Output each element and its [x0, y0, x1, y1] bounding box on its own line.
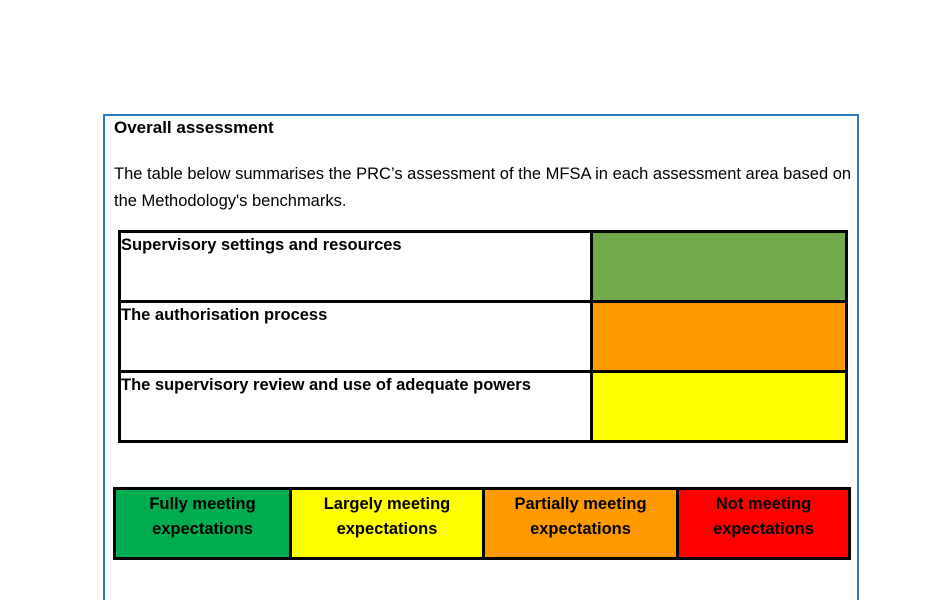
- rating-legend: Fully meeting expectations Largely meeti…: [113, 487, 851, 560]
- table-row: The supervisory review and use of adequa…: [118, 370, 848, 443]
- overall-assessment-section: Overall assessment The table below summa…: [103, 114, 859, 600]
- legend-item: Largely meeting expectations: [289, 487, 485, 560]
- rating-cell: [590, 370, 848, 443]
- table-row: The authorisation process: [118, 300, 848, 373]
- assessment-area-label: Supervisory settings and resources: [118, 230, 593, 303]
- rating-cell: [590, 230, 848, 303]
- legend-item: Not meeting expectations: [676, 487, 851, 560]
- intro-paragraph: The table below summarises the PRC’s ass…: [114, 165, 852, 210]
- rating-cell: [590, 300, 848, 373]
- legend-row: Fully meeting expectations Largely meeti…: [113, 487, 851, 560]
- legend-item: Fully meeting expectations: [113, 487, 292, 560]
- assessment-area-label: The authorisation process: [118, 300, 593, 373]
- legend-item: Partially meeting expectations: [482, 487, 679, 560]
- table-row: Supervisory settings and resources: [118, 230, 848, 303]
- assessment-area-label: The supervisory review and use of adequa…: [118, 370, 593, 443]
- assessment-table: Supervisory settings and resources The a…: [118, 230, 848, 443]
- section-title: Overall assessment: [114, 118, 274, 137]
